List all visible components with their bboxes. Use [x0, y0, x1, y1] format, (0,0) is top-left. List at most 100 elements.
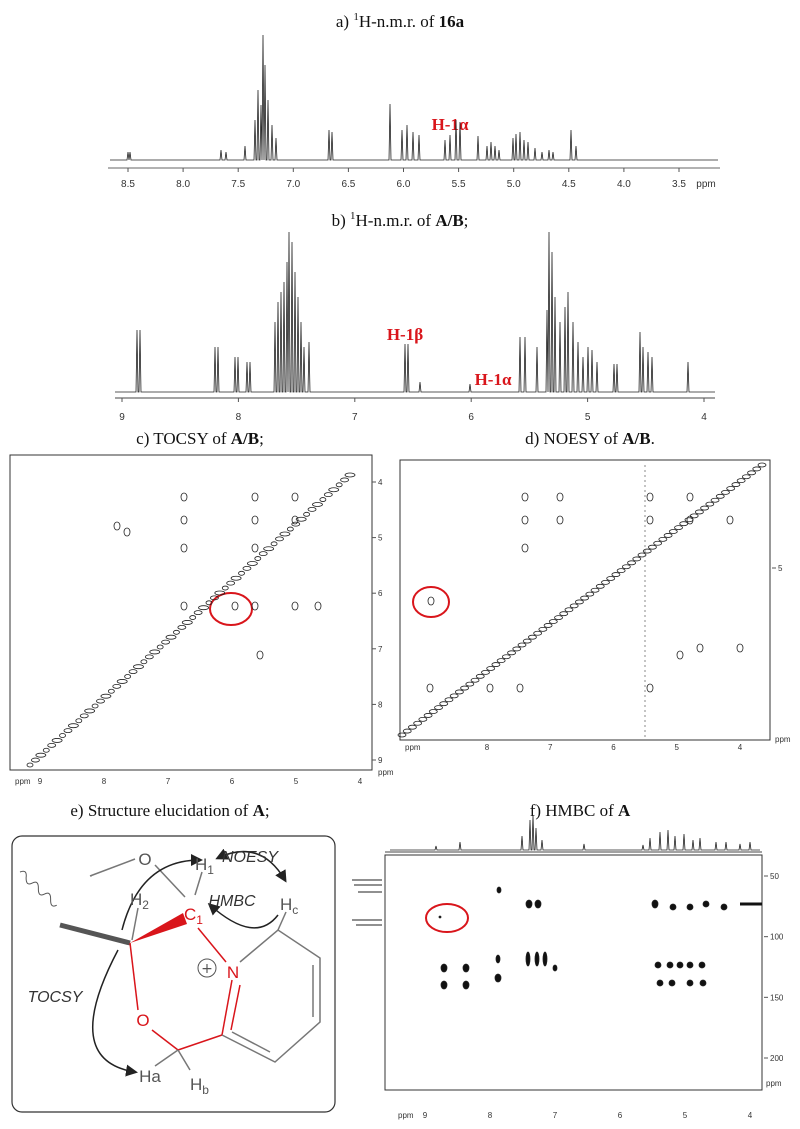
contour [193, 610, 203, 616]
contour [181, 620, 193, 625]
contour [344, 472, 356, 478]
title-part: H-n.m.r. of [359, 12, 439, 31]
contour [408, 724, 417, 730]
contour [666, 961, 674, 969]
title-sup: 1 [350, 210, 356, 222]
contour [270, 541, 278, 547]
contour [397, 732, 407, 738]
contour [180, 515, 188, 525]
title-bold: 16a [439, 12, 465, 31]
contour [496, 658, 506, 664]
contour [669, 903, 677, 911]
spectrum [115, 231, 715, 393]
contour [569, 603, 579, 609]
contour [726, 515, 734, 525]
contour [747, 470, 756, 476]
y-tick-label: 5 [778, 564, 783, 573]
title-part: e) Structure elucidation of [70, 801, 252, 820]
bond [277, 911, 287, 931]
contour [601, 579, 610, 585]
contour [440, 963, 448, 973]
projection [390, 814, 760, 851]
contour [621, 564, 631, 570]
axis-unit: ppm [15, 777, 31, 786]
contour [590, 587, 600, 593]
contour [757, 462, 767, 468]
contour [715, 493, 725, 499]
charge: + [201, 961, 213, 977]
contour [554, 615, 563, 621]
contour [423, 713, 433, 718]
contour [736, 643, 744, 653]
contour [525, 951, 531, 967]
contour [251, 601, 259, 611]
atom-label: Hb [190, 1075, 209, 1097]
x-tick-label: 8 [488, 1111, 493, 1120]
panel-title: f) HMBC of A [530, 801, 631, 820]
y-tick-label: 200 [770, 1054, 784, 1063]
hmbc-arc [121, 854, 203, 931]
y-tick-label: 5 [378, 534, 383, 543]
title-part: c) TOCSY of [136, 429, 231, 448]
contour [663, 533, 673, 538]
contour [165, 634, 177, 640]
contour [653, 540, 663, 546]
contour [434, 705, 443, 711]
contour [654, 961, 662, 969]
panel-title: e) Structure elucidation of A; [70, 801, 269, 820]
contour [454, 689, 464, 695]
contour [616, 568, 626, 574]
contour [556, 492, 564, 502]
x-tick-label: 5 [675, 743, 680, 752]
contour [123, 527, 131, 537]
x-tick-label: 9 [38, 777, 43, 786]
contour [26, 762, 34, 768]
contour [651, 899, 659, 909]
x-tick-label: 5 [683, 1111, 688, 1120]
x-tick-label: 8.5 [121, 179, 135, 190]
contour [91, 703, 99, 709]
x-tick-label: 5 [585, 412, 591, 423]
x-tick-label: 9 [423, 1111, 428, 1120]
x-tick-label: 3.5 [672, 179, 686, 190]
atom: H [195, 855, 207, 874]
x-tick-label: 6.0 [397, 179, 411, 190]
contour [491, 662, 501, 667]
contour [574, 599, 584, 605]
contour [251, 492, 259, 502]
contour [548, 619, 558, 624]
contour [585, 591, 595, 597]
x-tick-label: 4 [358, 777, 363, 786]
contour [438, 915, 442, 919]
axis-unit: ppm [766, 1079, 782, 1088]
contour [144, 654, 154, 660]
contour [552, 964, 558, 972]
contour [475, 673, 485, 679]
title-part: . [651, 429, 655, 448]
contour [180, 543, 188, 553]
contour [632, 556, 642, 562]
contour [140, 659, 148, 665]
x-tick-label: 5 [294, 777, 299, 786]
contour [486, 666, 496, 671]
wedge-bond [130, 913, 187, 943]
atom: H [130, 890, 142, 909]
contour [686, 492, 694, 502]
contour [319, 497, 327, 502]
contour [198, 605, 209, 611]
contour [542, 951, 548, 967]
contour [679, 521, 689, 527]
contour [702, 900, 710, 908]
contour [291, 521, 301, 527]
annotation: H-1β [387, 325, 423, 344]
bond [154, 1049, 179, 1067]
contour [686, 961, 694, 969]
contour [521, 492, 529, 502]
contour [637, 552, 647, 558]
contour [107, 688, 115, 694]
contour [694, 509, 704, 515]
contour [648, 544, 657, 550]
atom: C [184, 905, 196, 924]
contour [238, 570, 245, 576]
annotation: H-1α [475, 370, 512, 389]
